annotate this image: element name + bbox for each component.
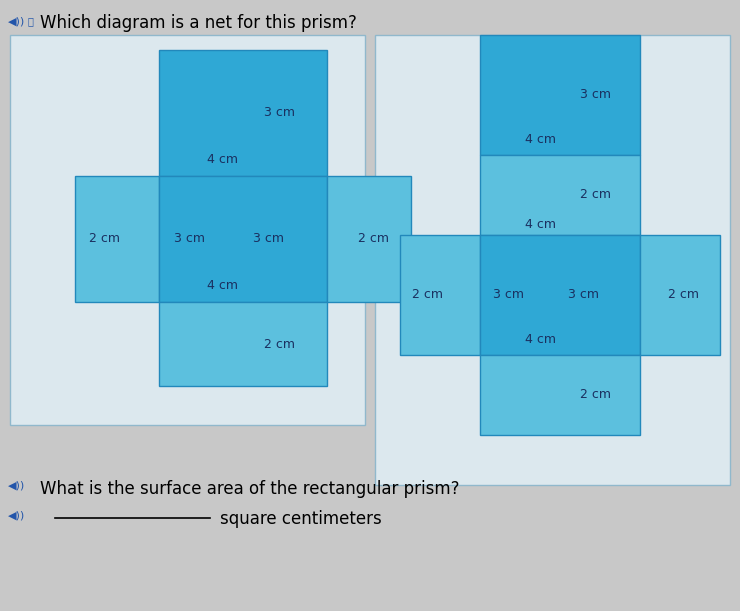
Text: 4 cm: 4 cm [525,133,556,146]
Text: 2 cm: 2 cm [579,389,610,401]
Text: 2 cm: 2 cm [412,288,443,301]
Text: 🔊: 🔊 [28,16,34,26]
Text: 3 cm: 3 cm [252,233,283,246]
Text: 3 cm: 3 cm [579,89,610,101]
Bar [75,176,159,302]
Bar [480,155,640,235]
Text: 2 cm: 2 cm [357,233,389,246]
Text: ◀)): ◀)) [8,510,25,520]
Bar [400,235,480,355]
Text: 2 cm: 2 cm [89,233,120,246]
Bar [480,235,640,355]
Text: 4 cm: 4 cm [525,333,556,346]
Text: 2 cm: 2 cm [579,189,610,202]
Bar [10,35,365,425]
Text: 2 cm: 2 cm [264,337,295,351]
Bar [159,50,327,176]
Bar [480,35,640,155]
Text: 3 cm: 3 cm [568,288,599,301]
Text: 3 cm: 3 cm [494,288,525,301]
Text: ◀)): ◀)) [8,480,25,490]
Bar [480,355,640,435]
Bar [159,302,327,386]
Text: square centimeters: square centimeters [220,510,382,528]
Text: What is the surface area of the rectangular prism?: What is the surface area of the rectangu… [40,480,460,498]
Text: Which diagram is a net for this prism?: Which diagram is a net for this prism? [40,14,357,32]
Text: 4 cm: 4 cm [207,279,238,292]
Text: 3 cm: 3 cm [174,233,205,246]
Bar [640,235,720,355]
Text: 3 cm: 3 cm [264,106,295,120]
Text: ◀)): ◀)) [8,16,25,26]
Text: 4 cm: 4 cm [207,153,238,166]
Bar [159,176,327,302]
Text: 2 cm: 2 cm [668,288,699,301]
Bar [375,35,730,485]
Bar [327,176,411,302]
Text: 4 cm: 4 cm [525,218,556,231]
